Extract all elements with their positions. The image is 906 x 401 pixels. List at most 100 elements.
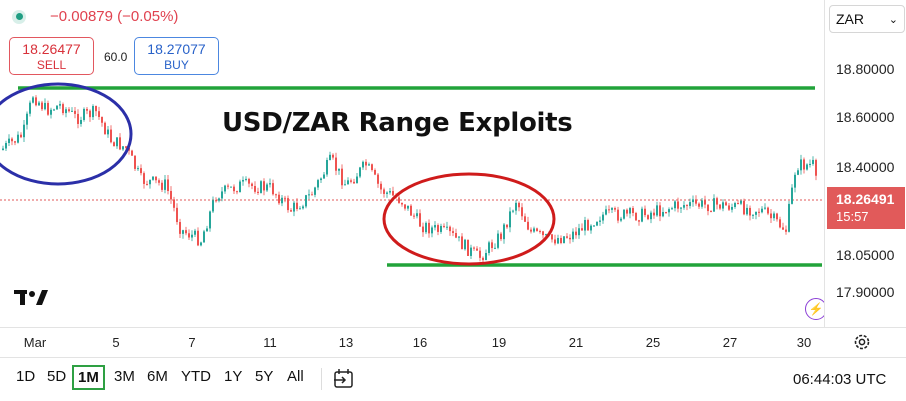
- candle-body: [200, 242, 202, 246]
- candle-body: [203, 231, 205, 243]
- candle-body: [749, 207, 751, 216]
- candle-body: [656, 205, 658, 216]
- timeframe-3m[interactable]: 3M: [114, 368, 135, 385]
- candle-body: [383, 189, 385, 194]
- candle-body: [455, 233, 457, 238]
- candle-body: [23, 124, 25, 138]
- candle-body: [167, 179, 169, 191]
- time-label: 21: [568, 335, 584, 350]
- candle-body: [47, 102, 49, 115]
- candle-body: [668, 209, 670, 213]
- candle-body: [515, 202, 517, 211]
- candle-body: [593, 225, 595, 227]
- timeframe-ytd[interactable]: YTD: [181, 368, 211, 385]
- candle-body: [431, 227, 433, 234]
- buy-button[interactable]: 18.27077 BUY: [134, 37, 219, 75]
- timeframe-1d[interactable]: 1D: [16, 368, 36, 385]
- candle-body: [461, 236, 463, 250]
- timeframe-1m[interactable]: 1M: [72, 365, 105, 390]
- candle-body: [530, 229, 532, 232]
- candle-body: [791, 187, 793, 204]
- utc-clock[interactable]: 06:44:03 UTC: [793, 371, 887, 388]
- candle-body: [107, 129, 109, 135]
- candle-body: [494, 247, 496, 249]
- candle-body: [140, 168, 142, 174]
- candle-body: [599, 220, 601, 222]
- candle-body: [263, 181, 265, 191]
- candle-body: [704, 200, 706, 205]
- candle-body: [788, 203, 790, 232]
- candle-body: [269, 183, 271, 185]
- candle-body: [572, 231, 574, 240]
- candle-body: [221, 191, 223, 199]
- candle-body: [557, 237, 559, 244]
- candle-body: [230, 186, 232, 188]
- candle-body: [611, 208, 613, 210]
- timeframe-1y[interactable]: 1Y: [224, 368, 243, 385]
- time-label: 25: [645, 335, 661, 350]
- candle-body: [446, 226, 448, 228]
- candle-body: [773, 213, 775, 219]
- candle-body: [251, 183, 253, 186]
- candle-body: [500, 233, 502, 240]
- candle-body: [353, 181, 355, 184]
- candle-body: [815, 159, 817, 176]
- toolbar-divider: [321, 368, 322, 390]
- tradingview-logo-icon[interactable]: [14, 290, 48, 313]
- candle-body: [131, 150, 133, 156]
- candle-body: [368, 164, 370, 166]
- candle-body: [323, 174, 325, 179]
- candle-body: [86, 108, 88, 111]
- candle-body: [602, 214, 604, 221]
- timeframe-all[interactable]: All: [287, 368, 304, 385]
- candle-body: [545, 234, 547, 236]
- candle-body: [125, 146, 127, 148]
- candle-body: [377, 174, 379, 184]
- candle-body: [20, 134, 22, 138]
- candle-body: [578, 228, 580, 236]
- timeframe-5y[interactable]: 5Y: [255, 368, 274, 385]
- candle-body: [491, 242, 493, 249]
- candle-body: [443, 225, 445, 227]
- price-axis[interactable]: ZAR ⌄ 18.80000 18.60000 18.40000 18.2649…: [824, 0, 906, 327]
- candle-body: [287, 198, 289, 211]
- candle-body: [536, 228, 538, 232]
- candle-body: [191, 234, 193, 238]
- candle-body: [569, 237, 571, 240]
- candle-body: [248, 178, 250, 184]
- candle-body: [386, 192, 388, 194]
- candle-body: [137, 168, 139, 170]
- candle-body: [155, 176, 157, 181]
- candle-body: [767, 207, 769, 214]
- candle-body: [173, 199, 175, 208]
- candle-body: [239, 181, 241, 193]
- compare-icon[interactable]: [332, 367, 356, 396]
- candle-body: [122, 146, 124, 150]
- candle-body: [782, 227, 784, 230]
- chevron-down-icon: ⌄: [888, 13, 898, 26]
- candle-body: [215, 200, 217, 202]
- candle-body: [35, 97, 37, 106]
- sell-button[interactable]: 18.26477 SELL: [9, 37, 94, 75]
- time-axis[interactable]: Mar 5 7 11 13 16 19 21 25 27 30: [0, 327, 906, 357]
- chart-area[interactable]: −0.00879 (−0.05%) 18.26477 SELL 60.0 18.…: [0, 0, 824, 327]
- candle-body: [581, 228, 583, 231]
- buy-label: BUY: [164, 58, 189, 72]
- candle-body: [479, 250, 481, 258]
- candle-body: [521, 207, 523, 217]
- price-chart[interactable]: [0, 0, 824, 327]
- lightning-icon[interactable]: ⚡: [805, 298, 824, 320]
- candle-body: [266, 184, 268, 191]
- candle-body: [8, 138, 10, 144]
- candle-body: [689, 202, 691, 206]
- candle-body: [245, 178, 247, 180]
- candle-body: [665, 211, 667, 213]
- settings-gear-icon[interactable]: [853, 333, 871, 356]
- candle-body: [812, 159, 814, 164]
- candle-body: [476, 248, 478, 251]
- candle-body: [176, 207, 178, 223]
- currency-select[interactable]: ZAR ⌄: [829, 5, 905, 33]
- timeframe-6m[interactable]: 6M: [147, 368, 168, 385]
- timeframe-5d[interactable]: 5D: [47, 368, 67, 385]
- candle-body: [755, 211, 757, 215]
